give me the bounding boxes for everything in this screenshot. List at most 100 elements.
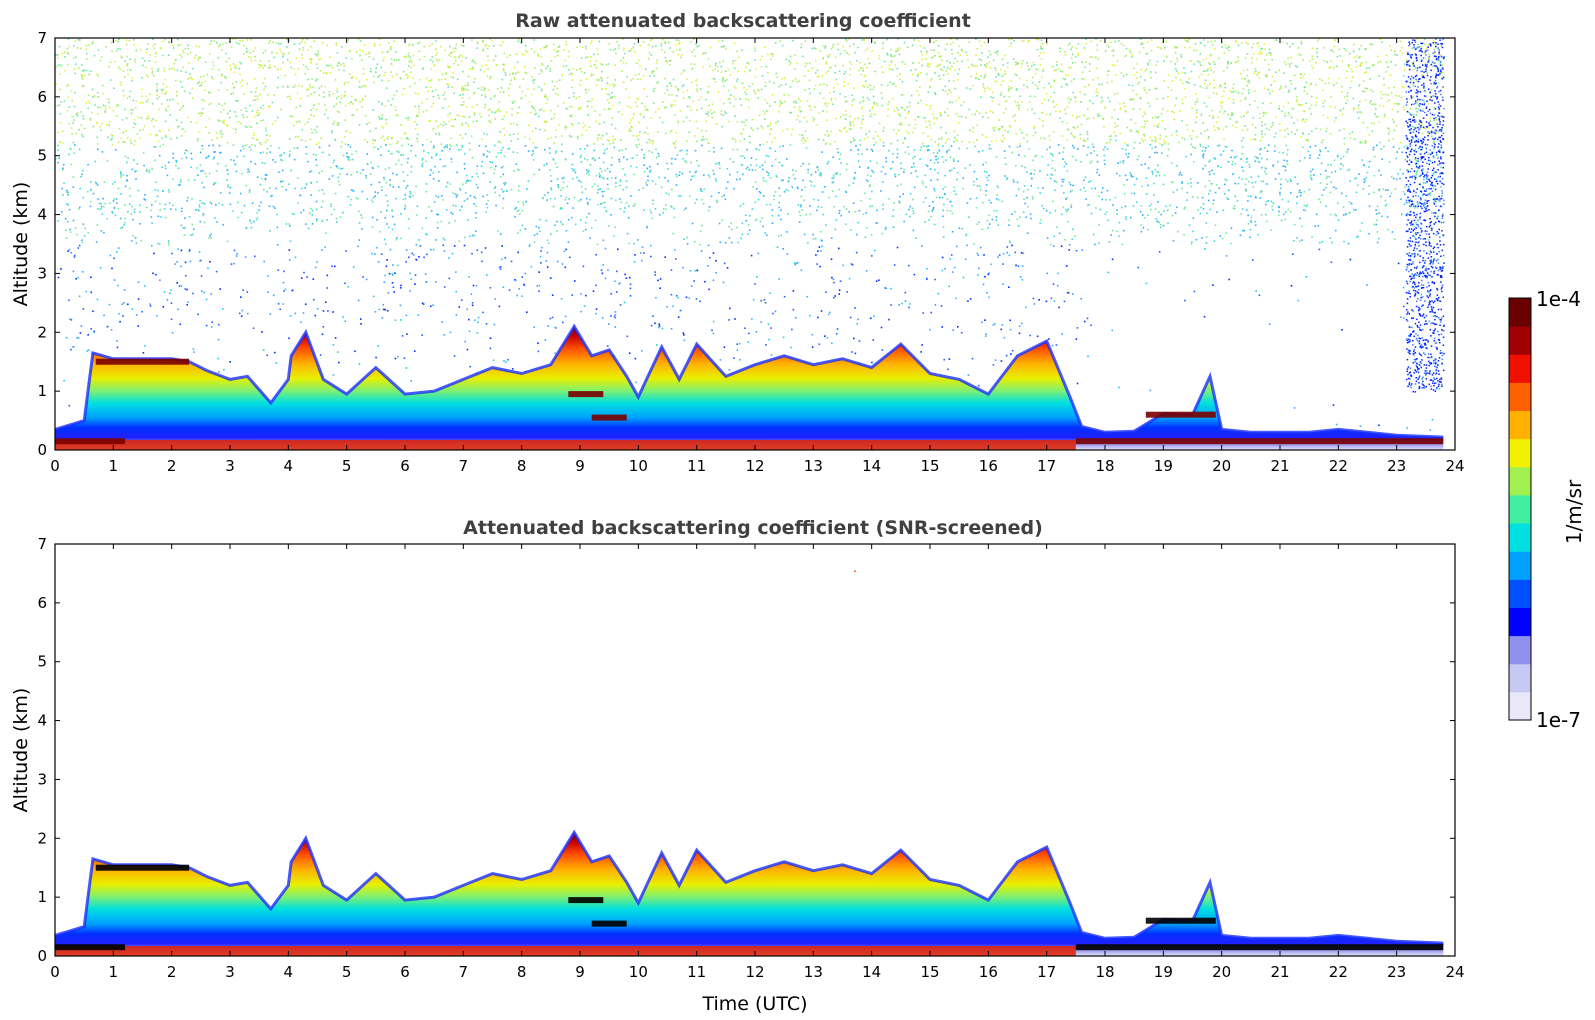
noise-dot bbox=[112, 212, 114, 214]
noise-dot bbox=[1250, 176, 1253, 178]
noise-dot bbox=[820, 173, 822, 175]
noise-dot bbox=[1432, 156, 1435, 159]
noise-dot bbox=[235, 41, 238, 44]
noise-dot bbox=[459, 134, 462, 137]
noise-dot bbox=[832, 43, 835, 46]
noise-dot bbox=[926, 165, 929, 167]
noise-dot bbox=[1165, 135, 1168, 138]
noise-dot bbox=[237, 99, 239, 102]
noise-dot bbox=[1248, 92, 1250, 94]
noise-dot bbox=[555, 150, 558, 153]
noise-dot bbox=[517, 189, 520, 192]
noise-dot bbox=[550, 188, 553, 191]
noise-dot bbox=[967, 300, 969, 302]
noise-dot bbox=[252, 50, 255, 52]
noise-dot bbox=[1331, 241, 1333, 244]
noise-dot bbox=[304, 140, 307, 142]
noise-dot bbox=[805, 147, 808, 149]
noise-dot bbox=[929, 159, 932, 161]
noise-dot bbox=[324, 103, 326, 106]
noise-dot bbox=[571, 79, 574, 81]
noise-dot bbox=[1193, 290, 1196, 293]
noise-dot bbox=[187, 116, 190, 119]
noise-dot bbox=[130, 142, 133, 144]
noise-dot bbox=[385, 122, 388, 125]
noise-dot bbox=[1329, 237, 1331, 239]
noise-dot bbox=[1096, 49, 1099, 51]
noise-dot bbox=[544, 339, 547, 341]
noise-dot bbox=[591, 185, 594, 188]
noise-dot bbox=[509, 54, 511, 56]
noise-dot bbox=[359, 172, 362, 175]
noise-dot bbox=[809, 213, 812, 216]
noise-dot bbox=[593, 183, 596, 185]
noise-dot bbox=[1314, 145, 1317, 147]
noise-dot bbox=[928, 120, 930, 122]
noise-dot bbox=[614, 317, 617, 319]
noise-dot bbox=[1049, 177, 1052, 180]
noise-dot bbox=[696, 159, 698, 162]
noise-dot bbox=[60, 210, 63, 213]
noise-dot bbox=[108, 303, 111, 306]
noise-dot bbox=[731, 62, 734, 65]
noise-dot bbox=[82, 308, 85, 310]
noise-dot bbox=[261, 119, 264, 122]
noise-dot bbox=[764, 85, 767, 87]
noise-dot bbox=[144, 194, 146, 196]
noise-dot bbox=[776, 76, 779, 78]
noise-dot bbox=[953, 62, 955, 65]
noise-dot bbox=[983, 77, 985, 79]
noise-dot bbox=[955, 99, 957, 102]
noise-dot bbox=[1349, 52, 1351, 55]
noise-dot bbox=[1431, 418, 1434, 421]
noise-dot bbox=[111, 211, 113, 213]
noise-dot bbox=[471, 234, 474, 237]
noise-dot bbox=[1310, 130, 1313, 133]
noise-dot bbox=[341, 46, 343, 48]
noise-dot bbox=[315, 158, 317, 161]
noise-dot bbox=[831, 181, 833, 184]
noise-dot bbox=[686, 89, 689, 92]
noise-dot bbox=[614, 79, 617, 81]
noise-dot bbox=[571, 167, 574, 170]
noise-dot bbox=[998, 254, 1001, 256]
noise-dot bbox=[100, 129, 102, 132]
noise-dot bbox=[952, 41, 954, 44]
noise-dot bbox=[77, 337, 80, 339]
noise-dot bbox=[750, 157, 753, 159]
noise-dot bbox=[765, 180, 768, 183]
noise-dot bbox=[1203, 39, 1205, 41]
noise-dot bbox=[68, 123, 70, 125]
noise-dot bbox=[1356, 55, 1358, 57]
noise-dot bbox=[485, 145, 487, 148]
noise-dot bbox=[497, 108, 500, 110]
noise-dot bbox=[1052, 131, 1055, 133]
noise-dot bbox=[146, 100, 148, 103]
noise-dot bbox=[221, 120, 224, 123]
noise-dot bbox=[1412, 84, 1414, 87]
noise-dot bbox=[1429, 117, 1432, 120]
noise-dot bbox=[1053, 69, 1056, 72]
noise-dot bbox=[180, 224, 183, 227]
noise-dot bbox=[525, 72, 528, 75]
noise-dot bbox=[133, 159, 135, 161]
noise-dot bbox=[1409, 130, 1412, 132]
noise-dot bbox=[978, 267, 980, 270]
noise-dot bbox=[1090, 40, 1093, 43]
noise-dot bbox=[1240, 140, 1243, 142]
noise-dot bbox=[569, 256, 571, 259]
noise-dot bbox=[633, 243, 635, 245]
noise-dot bbox=[1254, 100, 1256, 102]
noise-dot bbox=[1116, 213, 1118, 215]
noise-dot bbox=[431, 56, 434, 58]
noise-dot bbox=[963, 101, 965, 104]
noise-dot bbox=[487, 55, 489, 58]
noise-dot bbox=[667, 168, 669, 170]
noise-dot bbox=[696, 90, 699, 93]
noise-dot bbox=[695, 43, 697, 45]
noise-dot bbox=[298, 48, 301, 50]
noise-dot bbox=[1164, 128, 1166, 130]
noise-dot bbox=[1097, 115, 1099, 117]
noise-dot bbox=[484, 247, 487, 249]
noise-dot bbox=[950, 91, 952, 94]
